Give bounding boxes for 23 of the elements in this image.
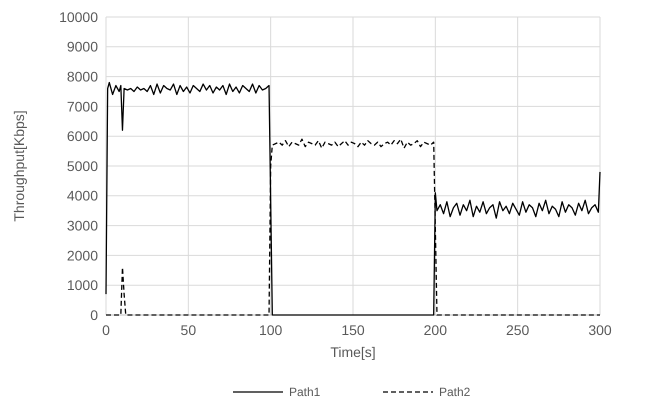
y-tick-label: 7000 bbox=[66, 98, 98, 114]
x-tick-label: 50 bbox=[180, 322, 196, 338]
y-tick-label: 4000 bbox=[66, 188, 98, 204]
y-tick-label: 5000 bbox=[66, 158, 98, 174]
line-series bbox=[105, 82, 601, 316]
y-tick-label: 6000 bbox=[66, 128, 98, 144]
y-tick-label: 9000 bbox=[66, 38, 98, 55]
x-axis-title: Time[s] bbox=[330, 344, 376, 360]
y-tick-label: 3000 bbox=[66, 218, 98, 234]
y-axis-title: Throughput[Kbps] bbox=[11, 110, 27, 222]
x-tick-label: 250 bbox=[506, 322, 530, 338]
y-tick-label: 10000 bbox=[59, 8, 98, 25]
x-tick-label: 200 bbox=[424, 322, 448, 338]
y-tick-label: 2000 bbox=[66, 247, 98, 264]
y-tick-label: 8000 bbox=[66, 68, 98, 84]
y-tick-label: 1000 bbox=[66, 277, 98, 294]
legend-label: Path2 bbox=[439, 385, 471, 400]
x-tick-label: 100 bbox=[258, 322, 283, 338]
y-tick-label: 0 bbox=[90, 306, 98, 323]
x-tick-label: 300 bbox=[588, 322, 612, 338]
legend-label: Path1 bbox=[289, 385, 321, 400]
x-tick-label: 0 bbox=[102, 322, 110, 338]
x-tick-label: 150 bbox=[341, 322, 365, 338]
